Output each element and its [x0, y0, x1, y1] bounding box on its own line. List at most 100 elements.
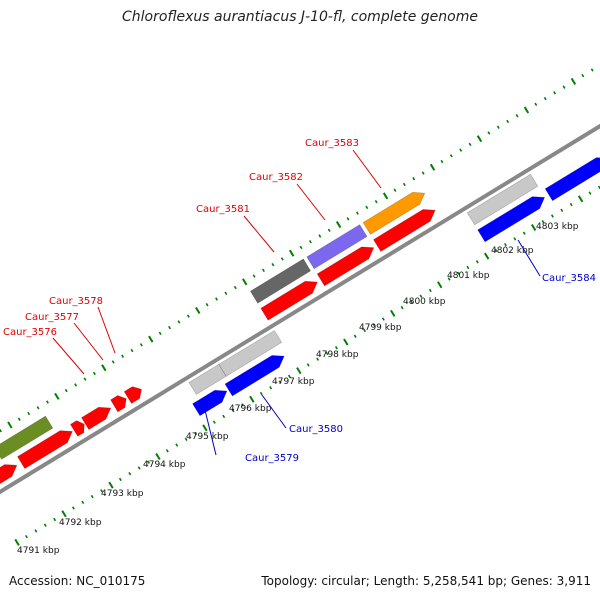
- tick-mark: [570, 77, 577, 85]
- gene-arrow[interactable]: [316, 246, 375, 287]
- tick-mark: [184, 437, 188, 442]
- gene-arrow[interactable]: [362, 191, 426, 235]
- tick-mark: [541, 220, 545, 224]
- tick-mark: [53, 517, 57, 522]
- gene-arrow[interactable]: [373, 209, 436, 252]
- tick-mark: [355, 211, 359, 215]
- tick-mark: [325, 351, 329, 356]
- gene-arrow[interactable]: [110, 395, 127, 413]
- tick-mark: [186, 314, 190, 318]
- leader-line: [261, 394, 287, 429]
- tick-mark: [43, 523, 47, 527]
- leader-line: [243, 215, 275, 253]
- tick-mark: [177, 320, 181, 324]
- kbp-label: 4800 kbp: [403, 297, 446, 307]
- lower-tick-ring: [14, 185, 600, 546]
- tick-mark: [503, 242, 507, 247]
- tick-mark: [476, 135, 483, 143]
- gene-arrow[interactable]: [123, 386, 142, 404]
- tick-mark: [148, 335, 154, 343]
- gene-arrow[interactable]: [0, 464, 18, 493]
- tick-mark: [374, 199, 378, 204]
- tick-mark: [390, 309, 396, 317]
- genome-summary-text: Topology: circular; Length: 5,258,541 bp…: [261, 574, 591, 588]
- tick-mark: [224, 291, 228, 295]
- tick-mark: [449, 154, 453, 158]
- tick-mark: [36, 406, 40, 410]
- gene-arrow[interactable]: [477, 196, 546, 243]
- leader-line: [204, 409, 217, 456]
- gene-box[interactable]: [466, 173, 539, 226]
- label-leader-lines: [52, 149, 541, 456]
- tick-mark: [121, 354, 125, 358]
- tick-mark: [353, 334, 357, 338]
- tick-mark: [381, 317, 385, 321]
- tick-mark: [316, 357, 320, 361]
- tick-mark: [241, 403, 244, 407]
- tick-mark: [27, 411, 31, 416]
- tick-mark: [165, 449, 169, 453]
- tick-mark: [506, 119, 510, 124]
- gene-arrow[interactable]: [544, 157, 600, 202]
- gene-label-caur-3582[interactable]: Caur_3582: [249, 172, 303, 183]
- tick-mark: [168, 325, 172, 330]
- kbp-label: 4803 kbp: [536, 222, 579, 232]
- tick-mark: [550, 214, 554, 218]
- tick-mark: [365, 205, 369, 210]
- kbp-label: 4797 kbp: [272, 377, 315, 387]
- tick-mark: [522, 231, 526, 235]
- gene-features: [0, 157, 600, 493]
- tick-mark: [0, 428, 2, 433]
- gene-arrow[interactable]: [69, 420, 85, 437]
- kbp-label: 4801 kbp: [447, 271, 490, 281]
- tick-mark: [459, 148, 463, 152]
- tick-mark: [195, 306, 201, 314]
- tick-mark: [259, 391, 263, 396]
- tick-mark: [271, 262, 275, 267]
- gene-label-caur-3584[interactable]: Caur_3584: [542, 273, 596, 284]
- gene-box[interactable]: [218, 330, 283, 377]
- tick-mark: [429, 163, 436, 171]
- tick-mark: [588, 191, 592, 195]
- gene-label-caur-3581[interactable]: Caur_3581: [196, 204, 250, 215]
- tick-mark: [466, 265, 470, 270]
- gene-box[interactable]: [306, 224, 368, 270]
- gene-box[interactable]: [0, 415, 54, 460]
- gene-box[interactable]: [249, 258, 312, 304]
- tick-mark: [335, 221, 342, 229]
- genome-backbone: [0, 123, 600, 495]
- gene-label-caur-3580[interactable]: Caur_3580: [289, 424, 343, 435]
- leader-line: [296, 183, 326, 221]
- tick-mark: [81, 500, 85, 505]
- tick-mark: [64, 388, 68, 393]
- tick-mark: [523, 106, 530, 114]
- tick-mark: [327, 228, 331, 232]
- gene-arrow[interactable]: [81, 406, 112, 431]
- gene-arrow[interactable]: [224, 355, 285, 397]
- gene-arrow[interactable]: [17, 430, 73, 470]
- gene-arrow[interactable]: [260, 280, 318, 321]
- gene-box[interactable]: [188, 363, 227, 395]
- gene-label-caur-3583[interactable]: Caur_3583: [305, 138, 359, 149]
- tick-mark: [278, 380, 282, 384]
- leader-line: [73, 322, 104, 361]
- tick-mark: [175, 443, 179, 447]
- tick-mark: [92, 371, 96, 376]
- tick-mark: [287, 374, 291, 379]
- gene-label-caur-3579[interactable]: Caur_3579: [245, 453, 299, 464]
- gene-label-caur-3578[interactable]: Caur_3578: [49, 296, 103, 307]
- gene-label-caur-3577[interactable]: Caur_3577: [25, 312, 79, 323]
- tick-mark: [24, 534, 28, 539]
- tick-mark: [590, 68, 594, 72]
- tick-mark: [45, 400, 49, 404]
- tick-mark: [308, 240, 312, 244]
- tick-mark: [71, 506, 75, 510]
- gene-arrow[interactable]: [192, 389, 228, 417]
- gene-label-caur-3576[interactable]: Caur_3576: [3, 327, 57, 338]
- tick-mark: [382, 192, 389, 200]
- tick-mark: [17, 417, 21, 421]
- tick-mark: [128, 471, 132, 476]
- tick-mark: [515, 114, 519, 118]
- kbp-label: 4791 kbp: [17, 546, 60, 556]
